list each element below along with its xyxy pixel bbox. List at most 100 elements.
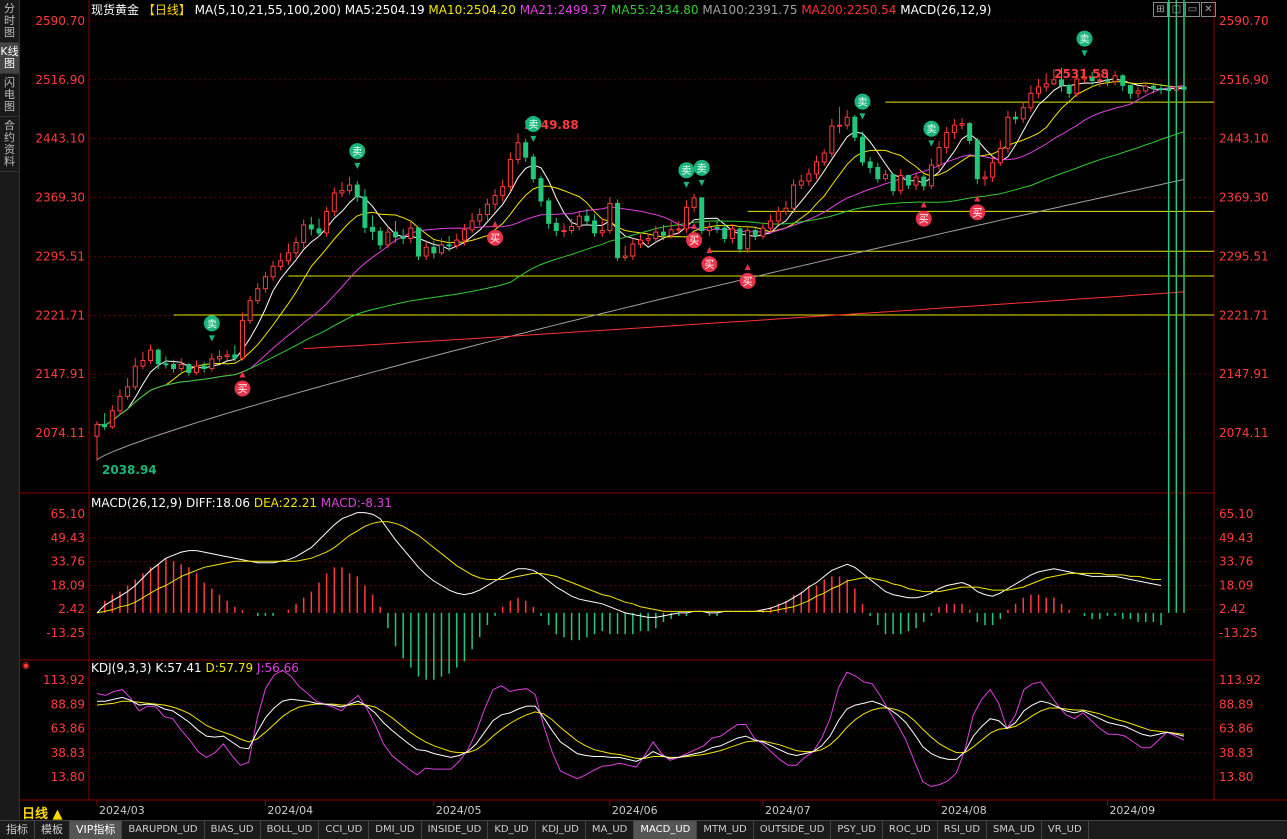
kdj-y-tick-right: 38.83: [1219, 746, 1253, 760]
candle-body: [339, 190, 345, 194]
candle-body: [1020, 107, 1026, 120]
candle-body: [882, 174, 888, 180]
indicator-tab-mtm-ud[interactable]: MTM_UD: [697, 821, 754, 839]
candle-body: [852, 116, 858, 138]
candle-body: [1089, 76, 1095, 82]
sell-signal-label: 卖: [528, 119, 538, 131]
buy-arrow-icon: ▲: [492, 219, 499, 228]
candle-body: [270, 265, 276, 278]
kdj-value: D:57.79: [205, 661, 256, 675]
sidebar-tab-2[interactable]: 闪电图: [0, 74, 19, 117]
sidebar-tab-0[interactable]: 分时图: [0, 0, 19, 43]
sell-signal-icon: [923, 120, 940, 137]
ma-value: MA55:2434.80: [611, 3, 702, 17]
candle-body: [1112, 75, 1118, 82]
kdj-j-line: [96, 669, 1185, 788]
macd-value: DIFF:18.06: [186, 496, 254, 510]
candle-body: [171, 363, 177, 369]
candle-body: [806, 173, 812, 182]
candle-body: [1043, 83, 1049, 88]
buy-arrow-icon: ▲: [921, 200, 928, 209]
ma100-line: [96, 179, 1185, 460]
candle-body: [561, 230, 567, 233]
kline-y-tick-right: 2221.71: [1219, 308, 1269, 322]
macd-header: MACD(26,12,9) DIFF:18.06 DEA:22.21 MACD:…: [91, 496, 392, 510]
kdj-y-tick-left: 63.86: [51, 722, 85, 736]
indicator-tab-vip-[interactable]: VIP指标: [70, 821, 123, 839]
close-icon[interactable]: ✕: [1201, 2, 1216, 17]
candle-body: [500, 186, 506, 196]
candle-body: [125, 386, 131, 397]
candle-body: [821, 152, 827, 163]
indicator-tab-cci-ud[interactable]: CCI_UD: [319, 821, 370, 839]
buy-arrow-icon: ▲: [239, 370, 246, 379]
indicator-tab-macd-ud[interactable]: MACD_UD: [634, 821, 698, 839]
candle-body: [974, 139, 980, 180]
indicator-tab-roc-ud[interactable]: ROC_UD: [883, 821, 938, 839]
period-selector-button[interactable]: 日线 ▲: [22, 807, 63, 822]
indicator-tab-boll-ud[interactable]: BOLL_UD: [261, 821, 320, 839]
kdj-value: J:56.66: [256, 661, 299, 675]
candle-body: [163, 363, 169, 366]
indicator-tab-bias-ud[interactable]: BIAS_UD: [205, 821, 261, 839]
candle-body: [890, 174, 896, 192]
kline-y-tick-left: 2369.30: [35, 191, 85, 205]
restore-icon[interactable]: ▭: [1185, 2, 1200, 17]
candle-body: [660, 231, 666, 236]
candle-body: [875, 167, 881, 180]
candle-body: [431, 246, 437, 254]
kdj-y-tick-left: 113.92: [43, 673, 85, 687]
maximize-icon[interactable]: □: [1169, 2, 1184, 17]
sell-signal-label: 卖: [926, 124, 936, 136]
sidebar-tab-1[interactable]: K线图: [0, 43, 19, 74]
candle-body: [102, 423, 108, 428]
candle-body: [798, 180, 804, 186]
indicator-tab--[interactable]: 模板: [35, 821, 70, 839]
ma-value: MA5:2504.19: [345, 3, 429, 17]
macd-dea-line: [96, 521, 1161, 614]
sell-arrow-icon: ▼: [530, 134, 537, 143]
sell-arrow-icon: ▼: [683, 180, 690, 189]
candle-body: [668, 229, 674, 236]
candle-body: [293, 241, 299, 254]
candle-body: [630, 243, 636, 257]
candle-body: [477, 214, 483, 222]
macd-y-tick-left: 65.10: [51, 507, 85, 521]
indicator-tab-ma-ud[interactable]: MA_UD: [586, 821, 635, 839]
expand-icon[interactable]: ⊞: [1153, 2, 1168, 17]
sidebar-tab-3[interactable]: 合约资料: [0, 117, 19, 172]
indicator-tab-vr-ud[interactable]: VR_UD: [1042, 821, 1089, 839]
indicator-tab--[interactable]: 指标: [0, 821, 35, 839]
candle-body: [760, 227, 766, 237]
macd-y-tick-left: 2.42: [58, 602, 85, 616]
macd-label: MACD(26,12,9): [91, 496, 186, 510]
sell-arrow-icon: ▼: [859, 112, 866, 121]
sell-signal-icon: [854, 93, 871, 110]
kline-y-tick-left: 2074.11: [35, 426, 85, 440]
indicator-tab-rsi-ud[interactable]: RSI_UD: [938, 821, 988, 839]
indicator-tab-kd-ud[interactable]: KD_UD: [488, 821, 536, 839]
candle-body: [553, 222, 559, 232]
buy-arrow-icon: ▲: [745, 262, 752, 271]
candle-body: [438, 244, 444, 254]
indicator-tab-sma-ud[interactable]: SMA_UD: [987, 821, 1042, 839]
candle-body: [285, 252, 291, 262]
candle-body: [538, 178, 544, 202]
candle-body: [967, 123, 973, 141]
indicator-tab-psy-ud[interactable]: PSY_UD: [831, 821, 883, 839]
indicator-tab-kdj-ud[interactable]: KDJ_UD: [536, 821, 586, 839]
indicator-tab-inside-ud[interactable]: INSIDE_UD: [422, 821, 489, 839]
kdj-y-tick-left: 13.80: [51, 770, 85, 784]
buy-signal-label: 买: [689, 235, 699, 247]
candle-body: [515, 142, 521, 161]
indicator-tab-dmi-ud[interactable]: DMI_UD: [369, 821, 422, 839]
indicator-tab-barupdn-ud[interactable]: BARUPDN_UD: [122, 821, 205, 839]
ma-value: MA10:2504.20: [428, 3, 519, 17]
candle-body: [148, 349, 154, 362]
sidebar: 分时图 K线图 闪电图 合约资料: [0, 0, 20, 820]
indicator-tab-outside-ud[interactable]: OUTSIDE_UD: [754, 821, 832, 839]
candle-body: [737, 228, 743, 250]
candle-body: [982, 176, 988, 180]
candle-body: [745, 230, 751, 250]
sell-arrow-icon: ▼: [928, 139, 935, 148]
